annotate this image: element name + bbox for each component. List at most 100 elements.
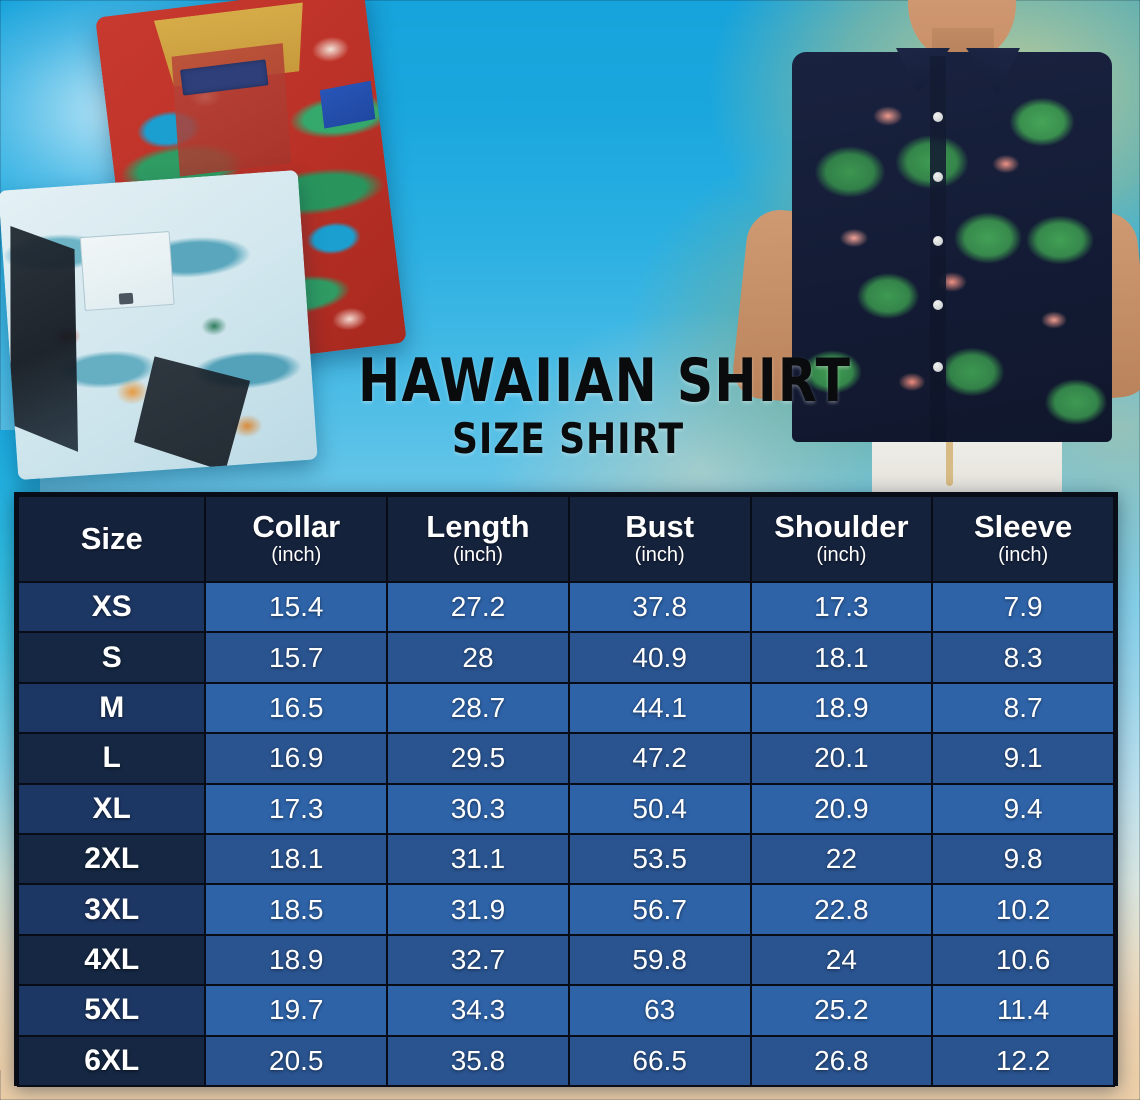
- cell-size: 3XL: [16, 883, 207, 936]
- blue-shirt-fold-shadow: [0, 222, 89, 457]
- column-header-bust: Bust (inch): [567, 495, 752, 583]
- cell-size: M: [16, 681, 207, 735]
- shirt-button-4: [933, 300, 943, 310]
- cell-collar: 18.5: [204, 883, 389, 936]
- column-header-length: Length (inch): [386, 495, 570, 583]
- table-row: 2XL 18.1 31.1 53.5 22 9.8: [16, 832, 1115, 886]
- cell-size: XL: [16, 782, 207, 835]
- cell-size: 2XL: [16, 832, 207, 886]
- cell-bust: 59.8: [567, 933, 752, 987]
- cell-length: 27.2: [386, 580, 570, 634]
- cell-bust: 63: [567, 984, 752, 1037]
- cell-collar: 17.3: [204, 782, 389, 835]
- cell-shoulder: 18.1: [749, 631, 934, 684]
- cell-sleeve: 10.6: [931, 933, 1115, 987]
- table-row: XS 15.4 27.2 37.8 17.3 7.9: [16, 580, 1115, 634]
- cell-bust: 66.5: [567, 1034, 752, 1087]
- cell-collar: 19.7: [204, 984, 389, 1037]
- cell-sleeve: 9.1: [931, 732, 1115, 785]
- blue-shirt-fold-shadow-2: [128, 350, 256, 478]
- cell-length: 29.5: [386, 732, 570, 785]
- cell-size: L: [16, 732, 207, 785]
- cell-shoulder: 18.9: [749, 681, 934, 735]
- cell-collar: 18.9: [204, 933, 389, 987]
- cell-shoulder: 17.3: [749, 580, 934, 634]
- table-row: 4XL 18.9 32.7 59.8 24 10.6: [16, 933, 1115, 987]
- shirt-button-5: [933, 362, 943, 372]
- table-header: Size Collar (inch) Length (inch) Bust (i…: [16, 495, 1115, 583]
- blue-hawaiian-shirt-image: [0, 169, 318, 481]
- model-photo: [720, 0, 1140, 492]
- cell-collar: 15.7: [204, 631, 389, 684]
- cell-shoulder: 25.2: [749, 984, 934, 1037]
- model-shirt-placket: [930, 56, 946, 442]
- table-row: 5XL 19.7 34.3 63 25.2 11.4: [16, 984, 1115, 1037]
- blue-shirt-pocket: [79, 230, 175, 312]
- cell-sleeve: 8.3: [931, 631, 1115, 684]
- column-header-size-label: Size: [80, 521, 143, 557]
- cell-sleeve: 10.2: [931, 883, 1115, 936]
- column-header-collar: Collar (inch): [204, 495, 389, 583]
- title-block: HAWAIIAN SHIRT SIZE SHIRT: [318, 346, 852, 463]
- cell-size: XS: [16, 580, 207, 634]
- column-header-sleeve-unit: (inch): [998, 543, 1049, 566]
- cell-length: 30.3: [386, 782, 570, 835]
- column-header-length-unit: (inch): [452, 543, 503, 566]
- column-header-shoulder: Shoulder (inch): [749, 495, 934, 583]
- cell-sleeve: 7.9: [931, 580, 1115, 634]
- cell-bust: 53.5: [567, 832, 752, 886]
- cell-size: 4XL: [16, 933, 207, 987]
- cell-shoulder: 26.8: [749, 1034, 934, 1087]
- cell-length: 34.3: [386, 984, 570, 1037]
- column-header-collar-label: Collar: [252, 509, 341, 545]
- cell-collar: 16.5: [204, 681, 389, 735]
- shirt-button-2: [933, 172, 943, 182]
- cell-shoulder: 22.8: [749, 883, 934, 936]
- cell-bust: 50.4: [567, 782, 752, 835]
- model-flamingo-shirt: [792, 52, 1112, 442]
- cell-sleeve: 9.8: [931, 832, 1115, 886]
- cell-shoulder: 20.9: [749, 782, 934, 835]
- column-header-sleeve-label: Sleeve: [973, 509, 1073, 545]
- cell-shoulder: 20.1: [749, 732, 934, 785]
- table-row: M 16.5 28.7 44.1 18.9 8.7: [16, 681, 1115, 735]
- cell-sleeve: 11.4: [931, 984, 1115, 1037]
- column-header-sleeve: Sleeve (inch): [931, 495, 1115, 583]
- size-chart-table-container: Size Collar (inch) Length (inch) Bust (i…: [14, 492, 1118, 1087]
- table-row: 6XL 20.5 35.8 66.5 26.8 12.2: [16, 1034, 1115, 1087]
- cell-size: 6XL: [16, 1034, 207, 1087]
- table-body: XS 15.4 27.2 37.8 17.3 7.9 S 15.7 28 40.9 18.1 8.3 M…: [16, 580, 1115, 1087]
- cell-shoulder: 22: [749, 832, 934, 886]
- cell-sleeve: 12.2: [931, 1034, 1115, 1087]
- shirt-button-3: [933, 236, 943, 246]
- cell-sleeve: 8.7: [931, 681, 1115, 735]
- table-row: L 16.9 29.5 47.2 20.1 9.1: [16, 732, 1115, 785]
- cell-bust: 40.9: [567, 631, 752, 684]
- cell-bust: 56.7: [567, 883, 752, 936]
- column-header-shoulder-label: Shoulder: [774, 509, 909, 545]
- column-header-size: Size: [16, 495, 207, 583]
- cell-length: 32.7: [386, 933, 570, 987]
- column-header-bust-unit: (inch): [634, 543, 685, 566]
- column-header-collar-unit: (inch): [271, 543, 322, 566]
- cell-size: S: [16, 631, 207, 684]
- red-shirt-logo-tag: [319, 81, 376, 129]
- cell-size: 5XL: [16, 984, 207, 1037]
- table-row: S 15.7 28 40.9 18.1 8.3: [16, 631, 1115, 684]
- cell-collar: 18.1: [204, 832, 389, 886]
- cell-bust: 37.8: [567, 580, 752, 634]
- page-subtitle: SIZE SHIRT: [451, 413, 685, 463]
- cell-bust: 44.1: [567, 681, 752, 735]
- cell-length: 31.9: [386, 883, 570, 936]
- column-header-bust-label: Bust: [625, 509, 695, 545]
- table-row: XL 17.3 30.3 50.4 20.9 9.4: [16, 782, 1115, 835]
- table-header-row: Size Collar (inch) Length (inch) Bust (i…: [16, 495, 1115, 583]
- cell-collar: 20.5: [204, 1034, 389, 1087]
- column-header-shoulder-unit: (inch): [816, 543, 867, 566]
- cell-collar: 16.9: [204, 732, 389, 785]
- size-chart-table: Size Collar (inch) Length (inch) Bust (i…: [16, 495, 1115, 1087]
- cell-bust: 47.2: [567, 732, 752, 785]
- cell-length: 28: [386, 631, 570, 684]
- page-title: HAWAIIAN SHIRT: [358, 346, 852, 416]
